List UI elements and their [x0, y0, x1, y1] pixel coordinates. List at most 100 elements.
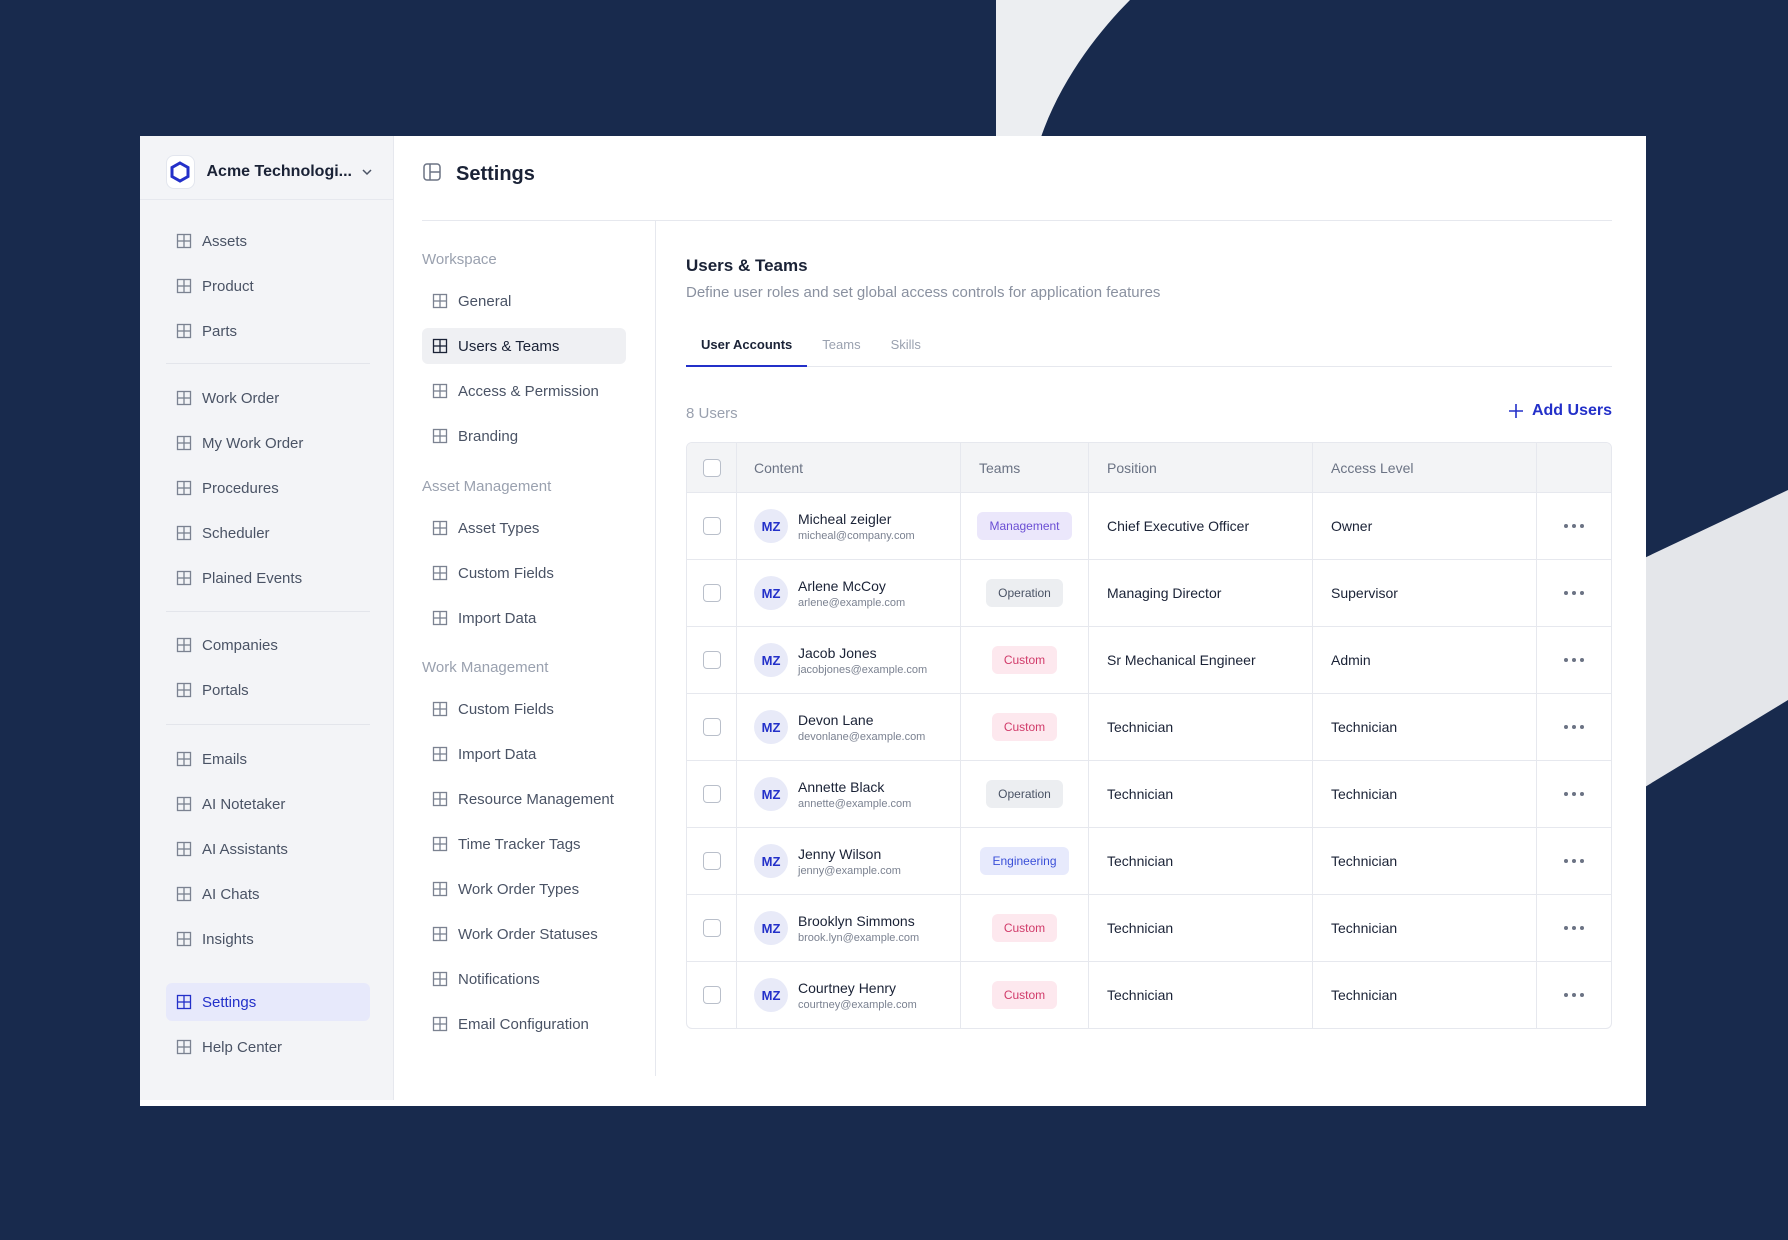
settings-item-access-and-permission[interactable]: Access & Permission [422, 373, 626, 409]
more-options-icon[interactable] [1564, 792, 1584, 796]
sidebar: Acme Technologi... Assets Product Parts Wo… [140, 136, 394, 1100]
team-badge: Management [977, 512, 1072, 540]
row-checkbox[interactable] [702, 852, 721, 870]
sidebar-item-parts[interactable]: Parts [166, 312, 370, 350]
settings-item-label: Email Configuration [458, 1015, 589, 1033]
column-header-content[interactable]: Content [736, 443, 960, 492]
grid-icon [176, 637, 192, 653]
row-checkbox[interactable] [702, 919, 721, 937]
sidebar-item-my-work-order[interactable]: My Work Order [166, 424, 370, 462]
row-checkbox[interactable] [702, 785, 721, 803]
org-switcher[interactable]: Acme Technologi... [166, 152, 374, 192]
more-options-icon[interactable] [1564, 926, 1584, 930]
user-email: courtney@example.com [798, 998, 917, 1011]
actions-cell [1536, 493, 1611, 559]
user-info: Arlene McCoy arlene@example.com [798, 578, 905, 609]
table-row[interactable]: MZ Courtney Henry courtney@example.com Cust… [687, 961, 1611, 1028]
team-badge: Custom [991, 646, 1058, 674]
settings-group-label: Workspace [422, 251, 497, 268]
sidebar-item-procedures[interactable]: Procedures [166, 469, 370, 507]
sidebar-item-scheduler[interactable]: Scheduler [166, 514, 370, 552]
team-cell: Management [960, 493, 1088, 559]
section-description: Define user roles and set global access … [686, 284, 1161, 301]
more-options-icon[interactable] [1564, 591, 1584, 595]
more-options-icon[interactable] [1564, 993, 1584, 997]
sidebar-item-product[interactable]: Product [166, 267, 370, 305]
nav-group-settings: Settings Help Center [166, 983, 370, 1073]
settings-item-email-configuration[interactable]: Email Configuration [422, 1006, 626, 1042]
more-options-icon[interactable] [1564, 859, 1584, 863]
column-header-access-level[interactable]: Access Level [1312, 443, 1536, 492]
row-checkbox[interactable] [702, 651, 721, 669]
table-row[interactable]: MZ Brooklyn Simmons brook.lyn@example.com C… [687, 894, 1611, 961]
settings-item-import-data[interactable]: Import Data [422, 736, 626, 772]
settings-item-notifications[interactable]: Notifications [422, 961, 626, 997]
plus-icon [1508, 403, 1524, 419]
table-row[interactable]: MZ Annette Black annette@example.com Operat… [687, 760, 1611, 827]
more-options-icon[interactable] [1564, 524, 1584, 528]
user-name: Annette Black [798, 778, 885, 795]
layout-icon[interactable] [422, 162, 442, 187]
settings-item-label: Custom Fields [458, 700, 554, 718]
user-name: Jenny Wilson [798, 845, 882, 862]
tab-user-accounts[interactable]: User Accounts [686, 333, 808, 367]
column-header-position[interactable]: Position [1088, 443, 1312, 492]
tab-teams[interactable]: Teams [822, 337, 861, 352]
settings-item-custom-fields[interactable]: Custom Fields [422, 691, 626, 727]
sidebar-item-work-order[interactable]: Work Order [166, 379, 370, 417]
sidebar-item-emails[interactable]: Emails [166, 740, 370, 778]
sidebar-item-insights[interactable]: Insights [166, 920, 370, 958]
settings-item-custom-fields[interactable]: Custom Fields [422, 555, 626, 591]
table-row[interactable]: MZ Jacob Jones jacobjones@example.com Custo… [687, 626, 1611, 693]
sidebar-item-help-center[interactable]: Help Center [166, 1028, 370, 1066]
user-cell: MZ Brooklyn Simmons brook.lyn@example.com [736, 895, 960, 961]
sidebar-item-settings[interactable]: Settings [166, 983, 370, 1021]
sidebar-item-ai-notetaker[interactable]: AI Notetaker [166, 785, 370, 823]
access-level-cell: Supervisor [1312, 560, 1536, 626]
row-select-cell [687, 761, 736, 827]
sidebar-item-plained-events[interactable]: Plained Events [166, 559, 370, 597]
settings-item-work-order-statuses[interactable]: Work Order Statuses [422, 916, 626, 952]
divider [140, 199, 394, 200]
settings-item-branding[interactable]: Branding [422, 418, 626, 454]
select-all-checkbox[interactable] [702, 458, 721, 477]
more-options-icon[interactable] [1564, 725, 1584, 729]
org-logo-icon [166, 155, 195, 189]
sidebar-item-companies[interactable]: Companies [166, 626, 370, 664]
access-level-cell: Admin [1312, 627, 1536, 693]
settings-item-import-data[interactable]: Import Data [422, 600, 626, 636]
tab-skills[interactable]: Skills [890, 337, 921, 352]
sidebar-item-ai-assistants[interactable]: AI Assistants [166, 830, 370, 868]
actions-cell [1536, 962, 1611, 1028]
table-row[interactable]: MZ Devon Lane devonlane@example.com Custom T… [687, 693, 1611, 760]
user-info: Devon Lane devonlane@example.com [798, 712, 925, 743]
table-row[interactable]: MZ Micheal zeigler micheal@company.com Mana… [687, 492, 1611, 559]
select-all-cell [687, 443, 736, 492]
settings-item-label: Work Order Statuses [458, 925, 598, 943]
settings-item-time-tracker-tags[interactable]: Time Tracker Tags [422, 826, 626, 862]
settings-item-general[interactable]: General [422, 283, 626, 319]
row-checkbox[interactable] [702, 986, 721, 1004]
column-header-teams[interactable]: Teams [960, 443, 1088, 492]
row-select-cell [687, 694, 736, 760]
settings-item-users-and-teams[interactable]: Users & Teams [422, 328, 626, 364]
sidebar-item-label: Assets [202, 232, 248, 250]
settings-item-resource-management[interactable]: Resource Management [422, 781, 626, 817]
row-checkbox[interactable] [702, 584, 721, 602]
grid-icon [176, 751, 192, 767]
settings-item-asset-types[interactable]: Asset Types [422, 510, 626, 546]
row-checkbox[interactable] [702, 517, 721, 535]
add-users-button[interactable]: Add Users [1508, 402, 1612, 420]
sidebar-item-portals[interactable]: Portals [166, 671, 370, 709]
more-options-icon[interactable] [1564, 658, 1584, 662]
nav-group-org: Companies Portals [166, 626, 370, 716]
settings-item-label: Resource Management [458, 790, 614, 808]
table-row[interactable]: MZ Arlene McCoy arlene@example.com Operatio… [687, 559, 1611, 626]
user-name: Courtney Henry [798, 979, 897, 996]
settings-item-work-order-types[interactable]: Work Order Types [422, 871, 626, 907]
sidebar-item-assets[interactable]: Assets [166, 222, 370, 260]
table-row[interactable]: MZ Jenny Wilson jenny@example.com Engineeri… [687, 827, 1611, 894]
settings-item-label: Import Data [458, 745, 537, 763]
row-checkbox[interactable] [702, 718, 721, 736]
sidebar-item-ai-chats[interactable]: AI Chats [166, 875, 370, 913]
